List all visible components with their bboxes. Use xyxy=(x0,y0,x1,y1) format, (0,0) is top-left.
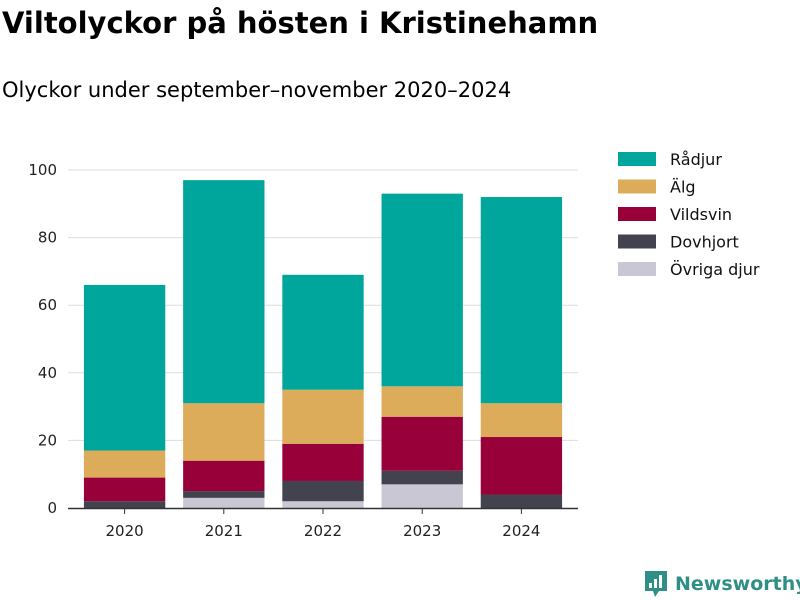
bar-segment[interactable] xyxy=(83,284,166,451)
bar-segment[interactable] xyxy=(282,443,364,481)
bar-segment[interactable] xyxy=(381,484,463,508)
bars xyxy=(83,180,563,508)
bar-segment[interactable] xyxy=(282,274,364,390)
bar-segment[interactable] xyxy=(282,480,364,502)
bar-segment[interactable] xyxy=(83,501,166,508)
newsworthy-logo-icon xyxy=(645,571,667,597)
brand-name: Newsworthy xyxy=(675,573,800,595)
legend-swatch[interactable] xyxy=(618,179,656,194)
x-tick-label: 2020 xyxy=(106,522,144,540)
brand[interactable]: Newsworthy xyxy=(644,570,800,598)
bar-segment[interactable] xyxy=(282,501,364,508)
bar-segment[interactable] xyxy=(183,403,265,461)
bar-segment[interactable] xyxy=(183,497,265,508)
axes: 0 20 40 60 80 100 2020 2021 2022 2023 2024 xyxy=(28,161,578,540)
legend-label[interactable]: Rådjur xyxy=(670,150,722,169)
bar-segment[interactable] xyxy=(381,386,463,417)
x-tick-label: 2023 xyxy=(403,522,441,540)
bar-segment[interactable] xyxy=(381,416,463,471)
y-tick-label: 80 xyxy=(38,229,57,247)
bar-segment[interactable] xyxy=(282,389,364,444)
x-tick-label: 2022 xyxy=(304,522,342,540)
bar-segment[interactable] xyxy=(183,460,265,492)
legend: Rådjur Älg Vildsvin Dovhjort Övriga djur xyxy=(618,150,760,279)
bar-segment[interactable] xyxy=(381,470,463,485)
bar-segment[interactable] xyxy=(183,180,265,404)
y-tick-label: 0 xyxy=(47,499,57,517)
bar-segment[interactable] xyxy=(381,193,463,387)
legend-label[interactable]: Vildsvin xyxy=(670,205,732,224)
bar-segment[interactable] xyxy=(480,437,563,495)
y-tick-label: 60 xyxy=(38,296,57,314)
chart-subtitle: Olyckor under september–november 2020–20… xyxy=(2,78,512,102)
x-tick-label: 2024 xyxy=(502,522,540,540)
y-tick-label: 40 xyxy=(38,364,57,382)
legend-label[interactable]: Dovhjort xyxy=(670,233,739,252)
bar-segment[interactable] xyxy=(183,491,265,498)
x-tick-label: 2021 xyxy=(205,522,243,540)
y-tick-label: 100 xyxy=(28,161,57,179)
y-tick-label: 20 xyxy=(38,431,57,449)
bar-segment[interactable] xyxy=(480,197,563,404)
legend-swatch[interactable] xyxy=(618,234,656,249)
legend-swatch[interactable] xyxy=(618,152,656,166)
bar-segment[interactable] xyxy=(480,494,563,508)
legend-label[interactable]: Övriga djur xyxy=(670,260,760,279)
legend-swatch[interactable] xyxy=(618,262,656,276)
legend-swatch[interactable] xyxy=(618,207,656,221)
bar-segment[interactable] xyxy=(480,403,563,438)
bar-segment[interactable] xyxy=(83,450,166,478)
legend-label[interactable]: Älg xyxy=(670,178,696,197)
bar-segment[interactable] xyxy=(83,477,166,502)
chart-title: Viltolyckor på hösten i Kristinehamn xyxy=(2,6,599,40)
